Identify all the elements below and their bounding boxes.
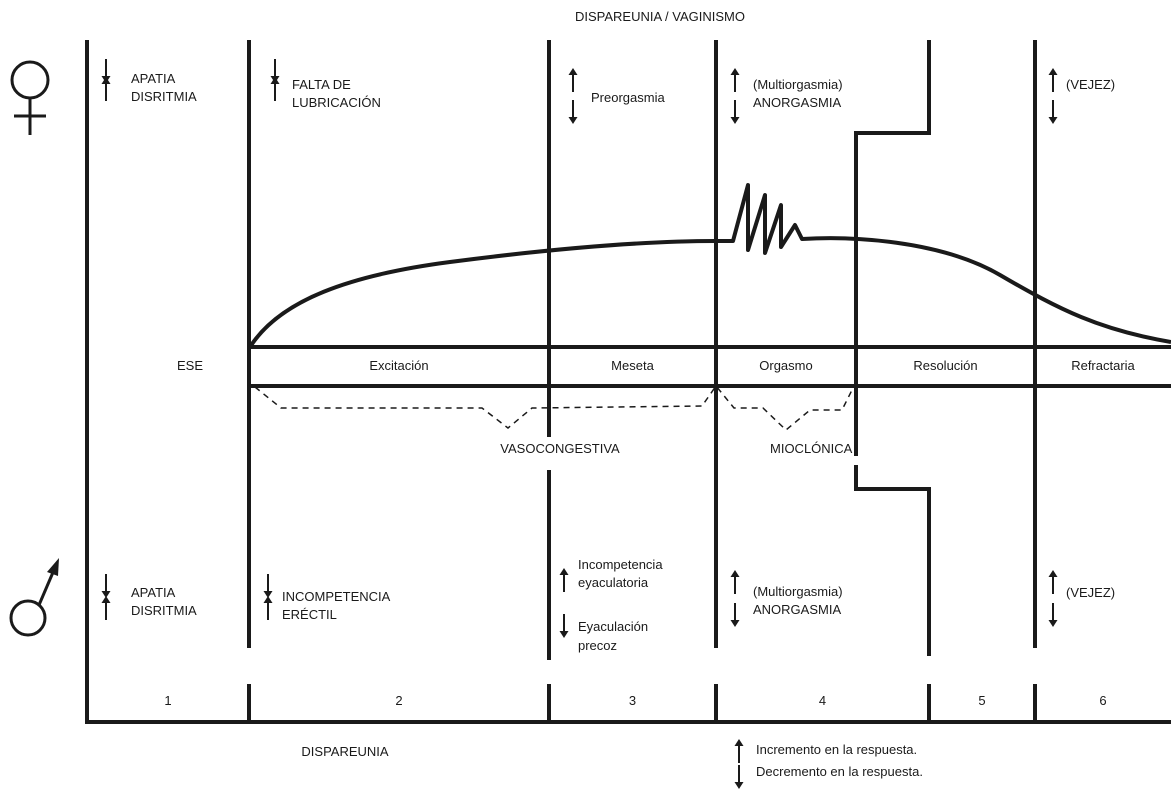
male-col3-top-line1: Incompetencia xyxy=(578,557,663,572)
legend-decrease: Decremento en la respuesta. xyxy=(756,764,923,779)
male-col1-line1: APATIA xyxy=(131,585,176,600)
female-col1-line2: DISRITMIA xyxy=(131,89,197,104)
male-col1-line2: DISRITMIA xyxy=(131,603,197,618)
phase-label-meseta: Meseta xyxy=(611,358,654,373)
male-col3-top-line2: eyaculatoria xyxy=(578,575,649,590)
phase-label-excitacion: Excitación xyxy=(369,358,429,373)
phase-label-resolucion: Resolución xyxy=(913,358,978,373)
male-col3-bottom-line1: Eyaculación xyxy=(578,619,649,634)
male-col4-line2: ANORGASMIA xyxy=(753,602,842,617)
male-col3-bottom-line2: precoz xyxy=(578,638,618,653)
baseline-ticks xyxy=(247,684,1037,722)
response-curve xyxy=(248,183,1171,349)
female-col2-line2: LUBRICACIÓN xyxy=(292,95,381,110)
vasocongestiva-label: VASOCONGESTIVA xyxy=(500,441,620,456)
stage-number-1: 1 xyxy=(164,693,172,708)
female-symbol-icon xyxy=(10,60,50,135)
vasocongestion-curve xyxy=(254,384,854,432)
phase-label-orgasmo: Orgasmo xyxy=(759,358,813,373)
male-col2-line1: INCOMPETENCIA xyxy=(282,589,391,604)
female-col4-line2: ANORGASMIA xyxy=(753,95,842,110)
stage-number-3: 3 xyxy=(628,693,637,708)
stage-number-5: 5 xyxy=(978,693,986,708)
phase-label-refractaria: Refractaria xyxy=(1071,358,1135,373)
male-col6-text: (VEJEZ) xyxy=(1066,585,1116,600)
female-col6-text: (VEJEZ) xyxy=(1066,77,1116,92)
male-col2-line2: ERÉCTIL xyxy=(282,607,337,622)
female-col3-text: Preorgasmia xyxy=(591,90,665,105)
stage-number-2: 2 xyxy=(395,693,403,708)
stage-number-4: 4 xyxy=(818,693,827,708)
female-col2-line1: FALTA DE xyxy=(292,77,351,92)
phase-band xyxy=(249,345,1171,388)
male-symbol-arrowhead xyxy=(47,558,59,576)
legend-increase: Incremento en la respuesta. xyxy=(756,742,918,757)
mioclonica-label: MIOCLÓNICA xyxy=(770,441,853,456)
bottom-label: DISPAREUNIA xyxy=(301,744,389,759)
top-label: DISPAREUNIA / VAGINISMO xyxy=(575,9,745,24)
male-col4-line1: (Multiorgasmia) xyxy=(753,584,843,599)
female-col1-line1: APATIA xyxy=(131,71,176,86)
phase-dividers xyxy=(247,40,1037,660)
male-symbol-icon xyxy=(9,569,56,637)
axis-lines xyxy=(85,40,1171,724)
female-col4-line1: (Multiorgasmia) xyxy=(753,77,843,92)
stage-number-6: 6 xyxy=(1099,693,1107,708)
phase-label-ese: ESE xyxy=(176,358,203,373)
